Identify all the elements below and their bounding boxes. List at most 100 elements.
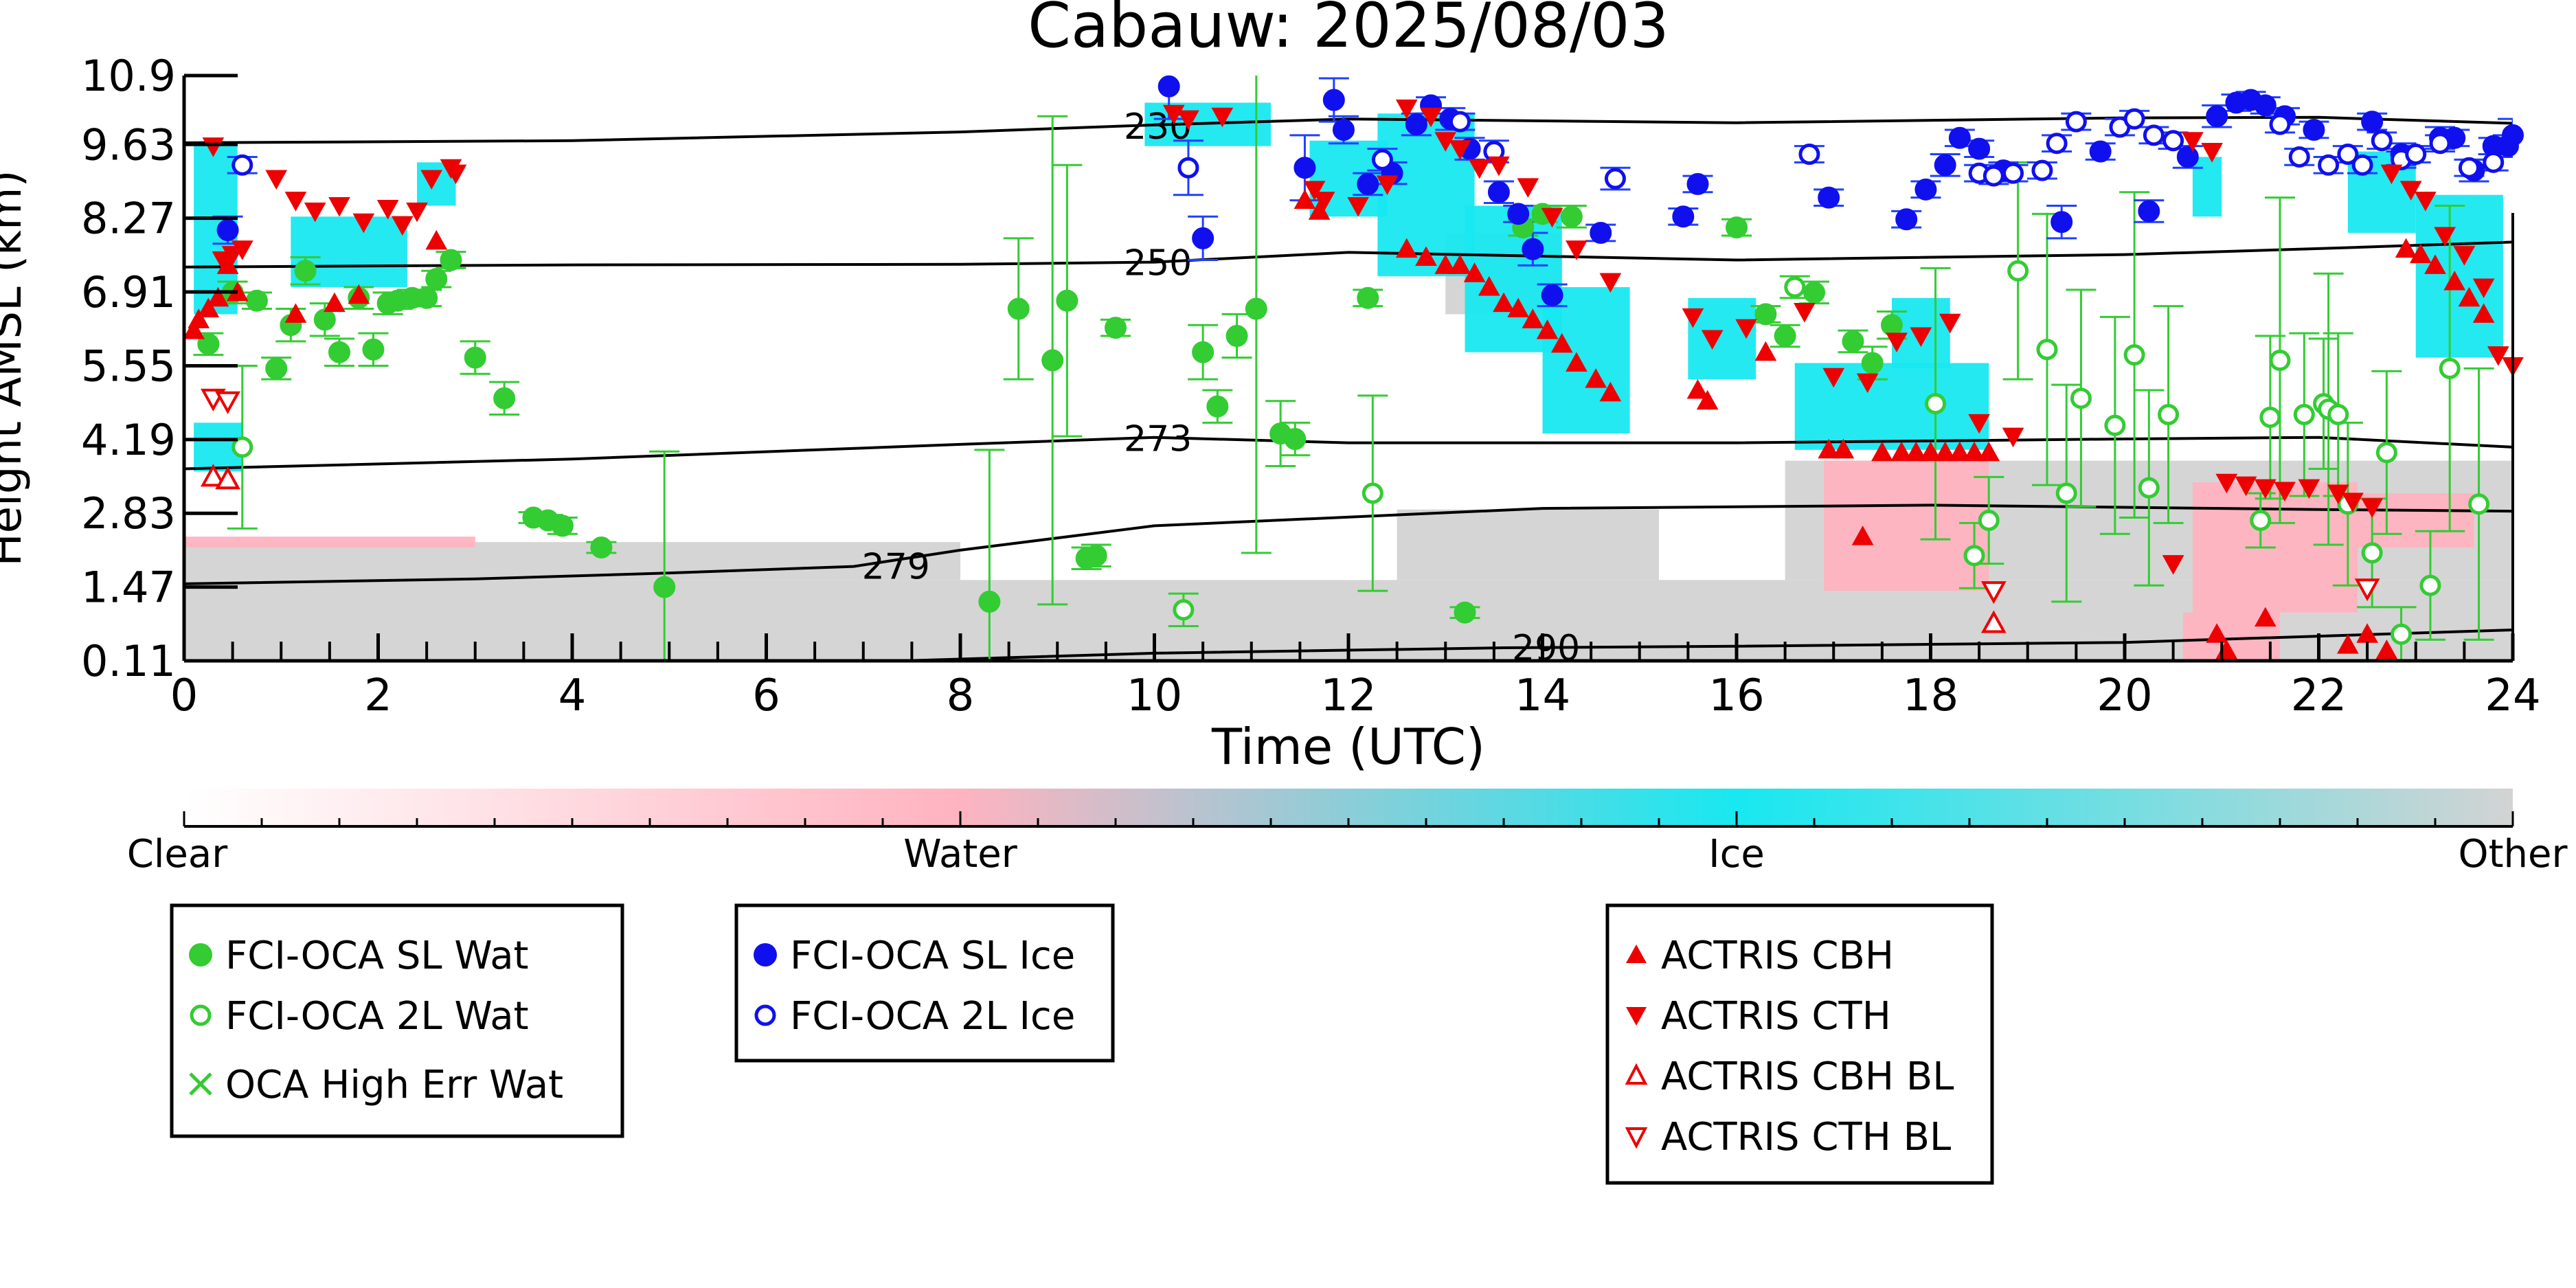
point-fci-oca-2l-ice: [2162, 130, 2184, 152]
point-actris-cbh: [2206, 623, 2228, 643]
point-fci-oca-sl-wat: [1454, 601, 1476, 624]
point-actris-cbh: [1832, 438, 1855, 459]
point-actris-cth: [2201, 143, 2223, 163]
x-tick-label: 22: [2291, 670, 2347, 721]
point-fci-oca-sl-wat: [440, 249, 462, 271]
point-fci-oca-sl-wat: [1861, 352, 1884, 374]
point-actris-cth: [2162, 555, 2184, 575]
point-actris-cth: [2274, 482, 2296, 502]
point-actris-cth: [2399, 181, 2422, 201]
point-fci-oca-2l-wat: [2138, 477, 2160, 499]
legend-entry: ACTRIS CTH BL: [1625, 1115, 1951, 1160]
point-fci-oca-2l-ice: [1982, 165, 2004, 187]
legend-marker: [1626, 945, 1647, 963]
point-actris-cth: [1822, 368, 1845, 388]
x-tick-label: 6: [752, 670, 780, 721]
point-fci-oca-sl-wat: [551, 515, 574, 537]
point-actris-cth: [391, 216, 414, 236]
point-fci-oca-sl-wat: [1105, 317, 1127, 339]
point-fci-oca-sl-wat: [1803, 281, 1825, 304]
legend-frame: [734, 903, 1115, 1063]
legend-entry: FCI-OCA 2L Wat: [190, 994, 529, 1039]
point-fci-oca-2l-wat: [2055, 482, 2077, 504]
other-region: [1397, 509, 1659, 580]
point-fci-oca-sl-wat: [464, 346, 486, 369]
point-actris-cbh: [2458, 286, 2481, 307]
point-fci-oca-sl-wat: [245, 289, 268, 312]
point-actris-cth: [2182, 132, 2204, 152]
point-actris-cth: [1968, 414, 1990, 434]
point-actris-cth: [1886, 332, 1908, 352]
point-actris-cth: [1420, 107, 1442, 128]
point-actris-cth: [202, 137, 225, 157]
point-actris-cbh: [1536, 319, 1559, 339]
point-fci-oca-2l-wat: [2158, 404, 2180, 426]
point-fci-oca-sl-wat: [1192, 341, 1214, 363]
legend-box-1: FCI-OCA SL Wat FCI-OCA 2L Wat OCA High Err…: [170, 903, 624, 1138]
y-tick-label: 2.83: [81, 488, 176, 539]
legend-label: FCI-OCA 2L Ice: [790, 994, 1075, 1039]
point-actris-cbh: [1585, 368, 1607, 388]
legend-marker: [1626, 1007, 1647, 1026]
point-actris-cth: [376, 199, 399, 220]
point-fci-oca-sl-ice: [1948, 126, 1971, 149]
point-actris-cbh: [348, 284, 370, 304]
legend-frame: [170, 903, 624, 1138]
point-fci-oca-sl-wat: [1754, 303, 1777, 326]
point-fci-oca-sl-wat: [1041, 349, 1064, 372]
point-fci-oca-2l-ice: [2269, 113, 2291, 135]
point-fci-oca-sl-wat: [978, 590, 1001, 613]
point-actris-cbh: [1818, 438, 1840, 459]
legend-entry: ACTRIS CBH: [1626, 934, 1894, 978]
ice-region: [1794, 363, 1989, 450]
point-fci-oca-sl-ice: [2502, 124, 2524, 146]
legend-marker: [1625, 1127, 1648, 1149]
point-fci-oca-sl-ice: [1487, 181, 1510, 203]
point-fci-oca-2l-wat: [231, 436, 253, 458]
legend-label: ACTRIS CBH: [1661, 934, 1894, 978]
point-actris-cbh: [1905, 441, 1928, 462]
point-fci-oca-sl-wat: [1056, 289, 1078, 312]
legend-marker: [754, 1004, 776, 1026]
legend-label: OCA High Err Wat: [225, 1063, 563, 1107]
point-fci-oca-2l-ice: [1798, 143, 1820, 165]
data-markers: [183, 75, 2524, 659]
point-fci-oca-2l-ice: [231, 154, 253, 176]
point-actris-cth: [284, 192, 307, 212]
point-actris-cth: [304, 202, 326, 223]
x-tick-label: 8: [947, 670, 975, 721]
x-tick-label: 16: [1708, 670, 1764, 721]
legend-entry: FCI-OCA SL Wat: [189, 934, 529, 978]
point-fci-oca-sl-ice: [1293, 157, 1316, 179]
point-actris-cbh: [2254, 607, 2276, 627]
point-fci-oca-sl-wat: [294, 260, 317, 282]
point-fci-oca-sl-ice: [1405, 113, 1427, 136]
point-actris-cbh: [2395, 238, 2417, 258]
point-actris-cbh: [1871, 441, 1893, 462]
point-fci-oca-2l-ice: [2351, 154, 2373, 176]
point-actris-cth: [265, 170, 288, 190]
point-fci-oca-sl-ice: [1895, 208, 1918, 231]
point-fci-oca-sl-ice: [2206, 105, 2228, 128]
point-actris-cth: [2380, 164, 2403, 185]
x-axis-label: Time (UTC): [1211, 718, 1485, 776]
legend-box-2: FCI-OCA SL Ice FCI-OCA 2L Ice: [734, 903, 1115, 1063]
point-actris-cbh: [2375, 639, 2398, 659]
point-actris-cth: [2342, 493, 2364, 512]
contour-label-250: 250: [1124, 242, 1192, 284]
y-tick-label: 6.91: [81, 267, 176, 317]
point-fci-oca-sl-wat: [1357, 286, 1379, 309]
point-actris-cth: [2415, 192, 2437, 212]
point-actris-cth: [2298, 479, 2320, 499]
point-actris-cth: [1910, 327, 1932, 348]
point-actris-cth: [2235, 476, 2257, 497]
point-fci-oca-sl-ice: [2303, 118, 2325, 141]
point-actris-cth: [1735, 319, 1757, 339]
legend-entry: OCA High Err Wat: [189, 1063, 563, 1107]
contour-250: [184, 240, 2513, 269]
point-fci-oca-sl-wat: [1085, 544, 1107, 567]
colorbar: Clear Water Ice Other: [127, 789, 2568, 877]
point-fci-oca-sl-wat: [265, 357, 288, 380]
point-fci-oca-2l-ice: [1604, 168, 1626, 190]
point-fci-oca-sl-ice: [1332, 118, 1355, 141]
